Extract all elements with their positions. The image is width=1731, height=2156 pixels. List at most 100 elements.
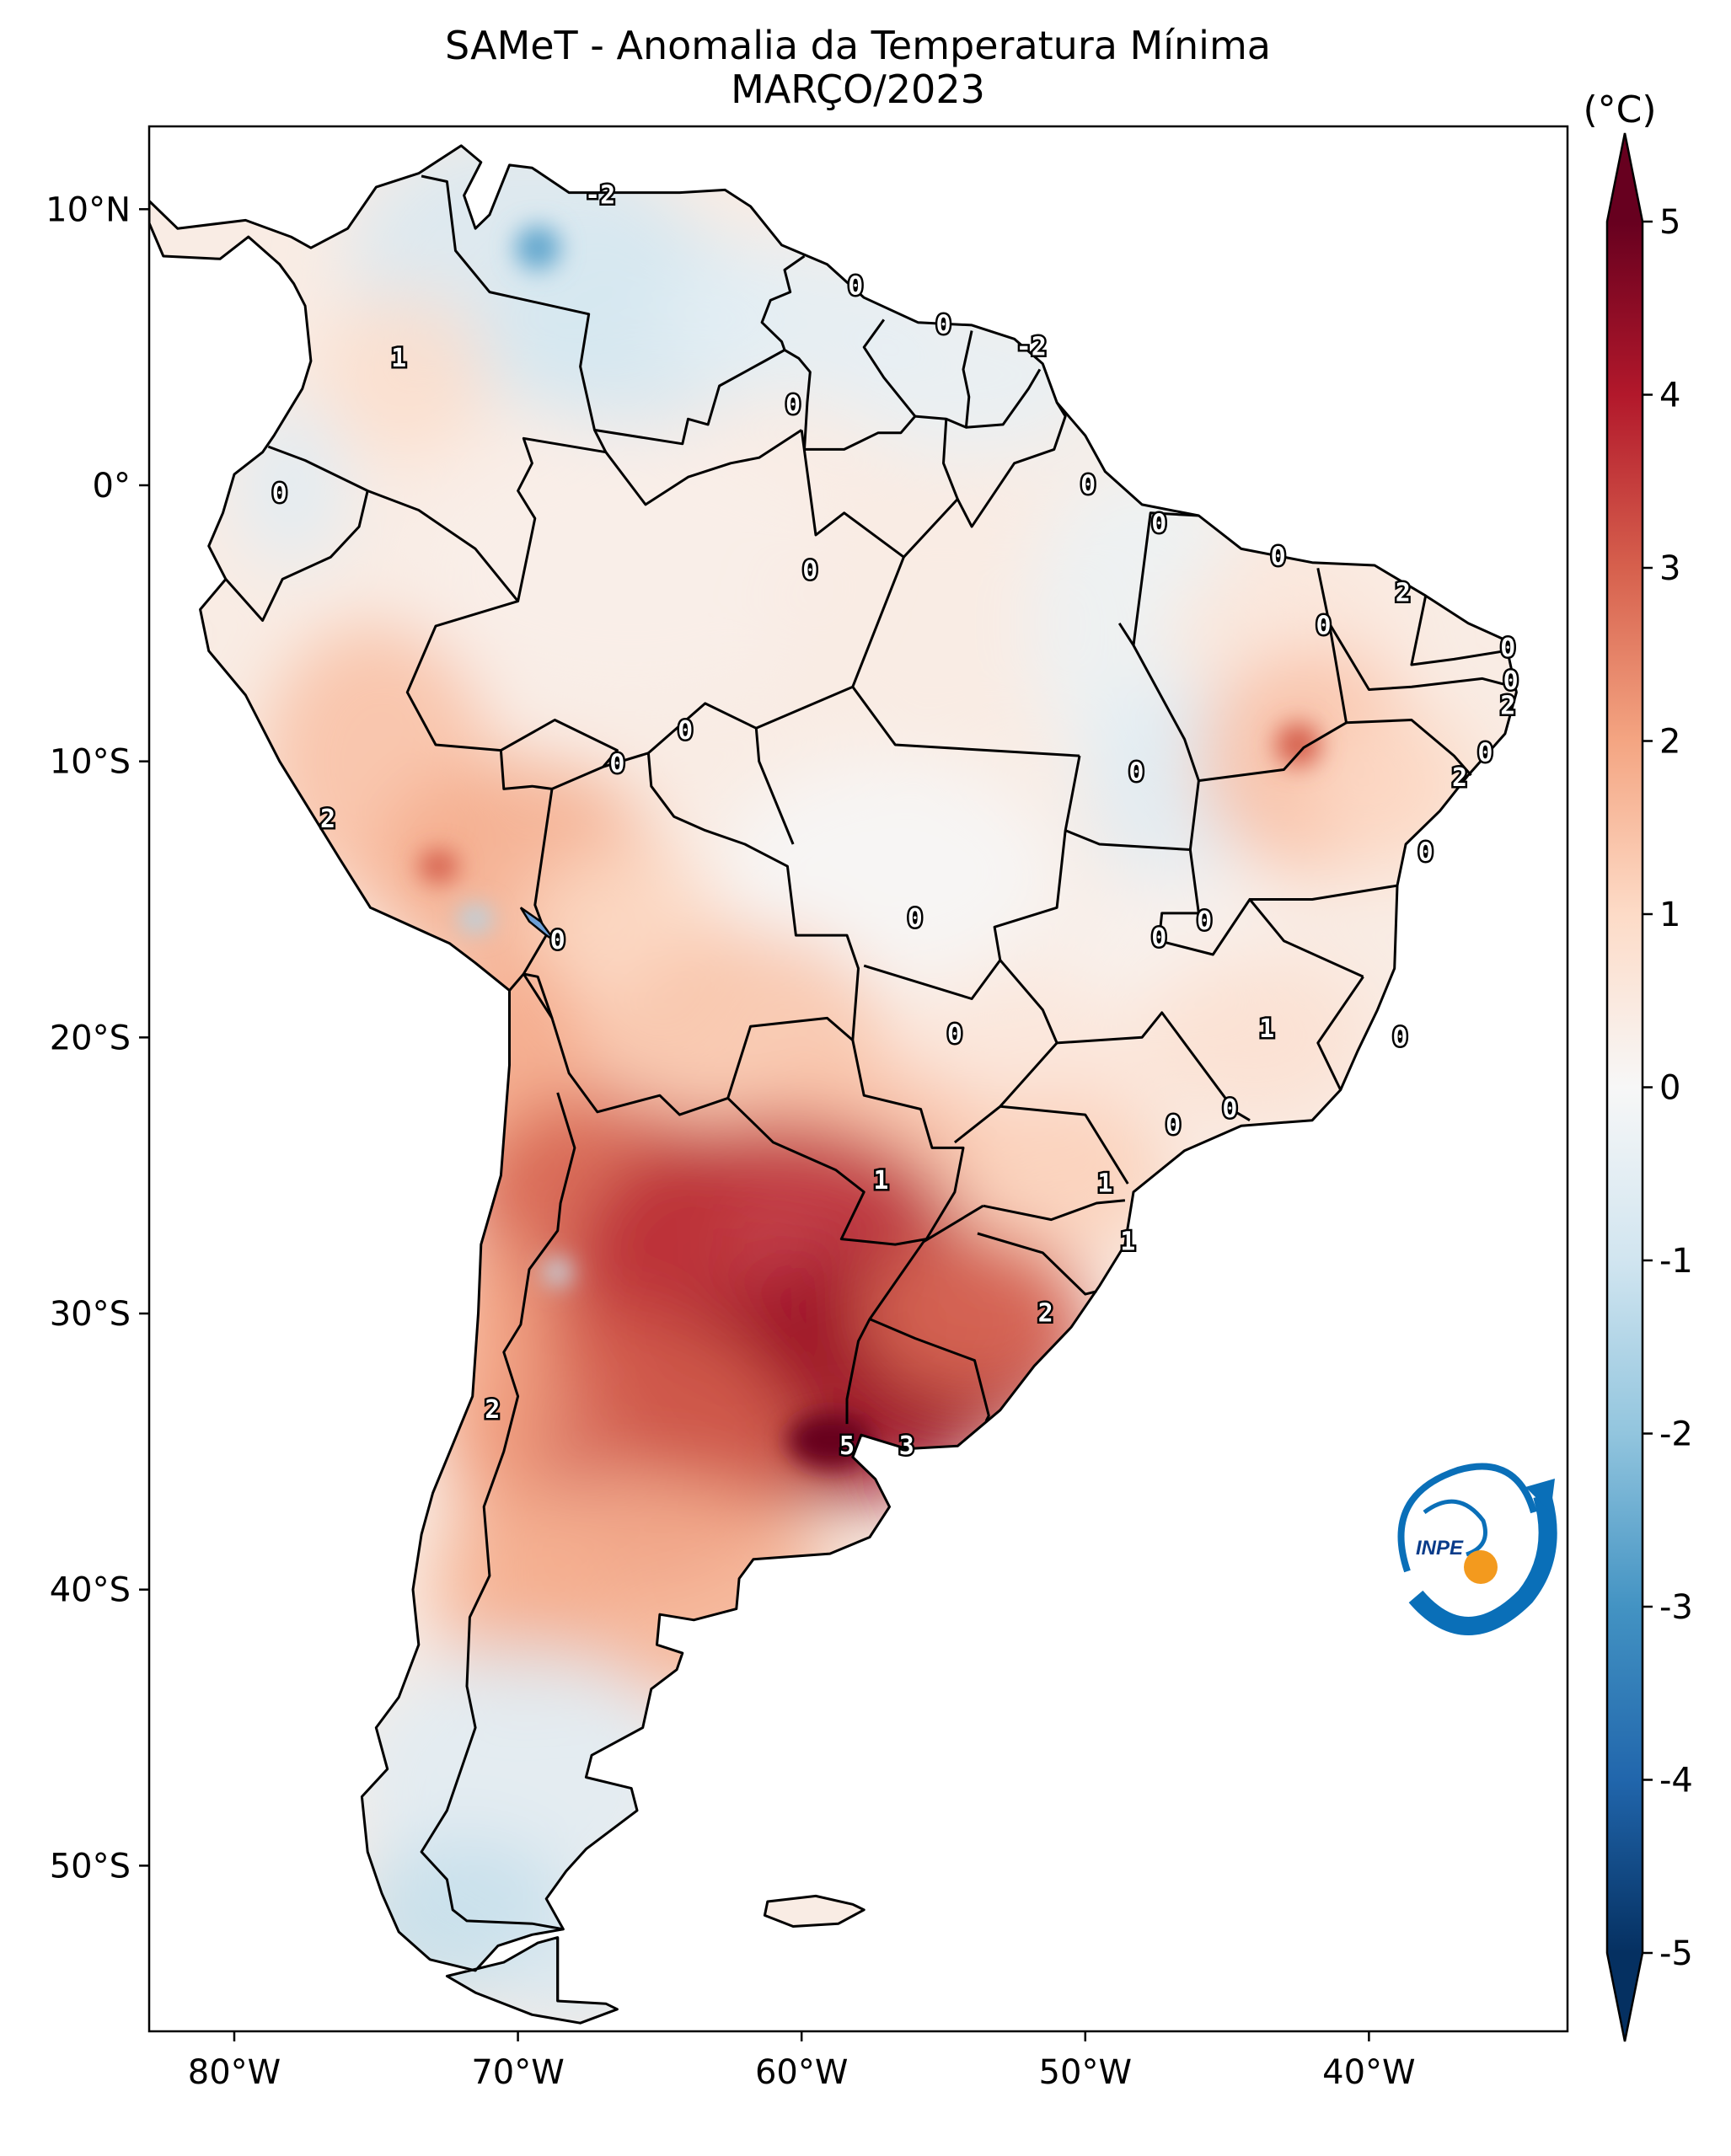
colorbar-min-arrow xyxy=(1607,1953,1643,2041)
border-line xyxy=(956,401,1067,528)
contour-label: 0 xyxy=(1222,1094,1237,1124)
colorbar-tick-label: 0 xyxy=(1659,1069,1680,1108)
border-line xyxy=(1316,976,1364,1091)
contour-label: 0 xyxy=(1418,837,1434,867)
border-line xyxy=(977,1232,1097,1296)
border-line xyxy=(523,752,860,1116)
border-line xyxy=(1328,623,1514,691)
contour-label: 0 xyxy=(947,1020,962,1050)
lat-tick-label: 10°S xyxy=(50,743,131,782)
contour-label: 1 xyxy=(1120,1227,1135,1256)
contour-label: 1 xyxy=(1097,1169,1112,1199)
longitude-axis: 80°W 70°W 60°W 50°W 40°W xyxy=(188,2031,1416,2092)
colorbar-tick-label: -5 xyxy=(1659,1934,1693,1973)
lat-tick-label: 50°S xyxy=(50,1847,131,1886)
contour-label: 2 xyxy=(1500,692,1515,721)
border-line xyxy=(604,429,803,506)
colorbar-gradient xyxy=(1607,222,1643,1953)
map-title: SAMeT - Anomalia da Temperatura Mínima xyxy=(445,23,1271,68)
inpe-logo: INPE xyxy=(1397,1463,1557,1635)
lon-tick-label: 60°W xyxy=(755,2053,848,2092)
border-line xyxy=(421,174,608,453)
lon-tick-label: 50°W xyxy=(1039,2053,1132,2092)
lat-tick-label: 40°S xyxy=(50,1571,131,1610)
border-line xyxy=(647,685,854,754)
colorbar-tick-label: -2 xyxy=(1659,1415,1693,1454)
border-line xyxy=(914,330,973,429)
contour-label: 0 xyxy=(1316,612,1331,641)
contour-label: 5 xyxy=(839,1431,855,1461)
border-line xyxy=(845,1204,984,1425)
contour-label: -2 xyxy=(1016,333,1047,362)
border-line xyxy=(405,600,554,992)
border-line xyxy=(500,719,619,768)
latitude-axis: 10°N 0° 10°S 20°S 30°S 40°S 50°S xyxy=(46,190,149,1886)
colorbar-tick-label: 2 xyxy=(1659,723,1680,762)
contour-label: 0 xyxy=(1500,634,1515,663)
contour-label: 0 xyxy=(609,749,624,778)
colorbar-ticks: 5 4 3 2 1 0 -1 -2 -3 -4 -5 xyxy=(1643,203,1693,1973)
border-line xyxy=(1117,622,1200,850)
contour-label: 0 xyxy=(1166,1111,1181,1141)
lat-tick-label: 20°S xyxy=(50,1019,131,1057)
lon-tick-label: 40°W xyxy=(1322,2053,1415,2092)
lat-tick-label: 10°N xyxy=(46,190,131,229)
contour-label: 0 xyxy=(1392,1023,1407,1052)
colorbar-tick-label: 5 xyxy=(1659,203,1680,242)
colorbar-unit: (°C) xyxy=(1583,88,1656,131)
colorbar-tick-label: 4 xyxy=(1659,377,1680,415)
contour-label: 0 xyxy=(908,904,923,934)
border-line xyxy=(1410,595,1506,666)
colorbar-tick-label: -3 xyxy=(1659,1588,1693,1627)
contour-label: 0 xyxy=(785,390,801,420)
contour-label: 2 xyxy=(320,805,335,834)
contour-label: 0 xyxy=(935,310,951,340)
contour-label: 0 xyxy=(848,272,863,302)
contour-label: 0 xyxy=(550,926,565,955)
contour-label: 0 xyxy=(1197,907,1212,936)
contour-label: 0 xyxy=(802,556,817,586)
contour-label: 3 xyxy=(899,1431,914,1461)
contour-label: 0 xyxy=(1080,470,1096,500)
contour-label: 0 xyxy=(272,479,287,508)
border-line xyxy=(1057,1011,1251,1121)
svg-text:INPE: INPE xyxy=(1416,1537,1464,1559)
colorbar-tick-label: 3 xyxy=(1659,549,1680,588)
border-line xyxy=(983,1199,1126,1222)
map-frame xyxy=(147,125,1569,2033)
lat-tick-label: 30°S xyxy=(50,1295,131,1334)
colorbar-tick-label: -4 xyxy=(1659,1762,1693,1800)
contour-label: 1 xyxy=(391,344,406,373)
colorbar-tick-label: -1 xyxy=(1659,1242,1693,1281)
border-line xyxy=(999,1105,1129,1185)
anomaly-heatmap xyxy=(149,145,1517,2024)
border-line xyxy=(1346,719,1472,777)
lat-tick-label: 0° xyxy=(93,467,131,506)
contour-label: 0 xyxy=(1151,509,1166,538)
colorbar-tick-label: 1 xyxy=(1659,896,1680,934)
contour-label: 1 xyxy=(1259,1014,1274,1044)
lake-titicaca xyxy=(519,907,556,942)
contour-label: -2 xyxy=(585,180,615,210)
border-line xyxy=(754,728,795,845)
coastline xyxy=(149,144,1518,2025)
lon-tick-label: 80°W xyxy=(188,2053,281,2092)
border-line xyxy=(1250,884,1398,901)
border-line xyxy=(851,556,1080,757)
contour-label: 1 xyxy=(873,1166,888,1196)
contour-label: 2 xyxy=(485,1395,500,1425)
colorbar xyxy=(1605,132,1644,2042)
border-line xyxy=(1198,567,1348,783)
border-line xyxy=(1064,829,1364,978)
contour-label: 2 xyxy=(1396,578,1411,607)
political-borders xyxy=(149,144,1518,2025)
contour-label: 0 xyxy=(1477,738,1493,768)
contour-label: 0 xyxy=(1128,757,1144,787)
border-line xyxy=(420,1092,576,1931)
colorbar-max-arrow xyxy=(1607,133,1643,222)
border-line xyxy=(523,972,554,1019)
contour-label: 0 xyxy=(1503,666,1519,696)
